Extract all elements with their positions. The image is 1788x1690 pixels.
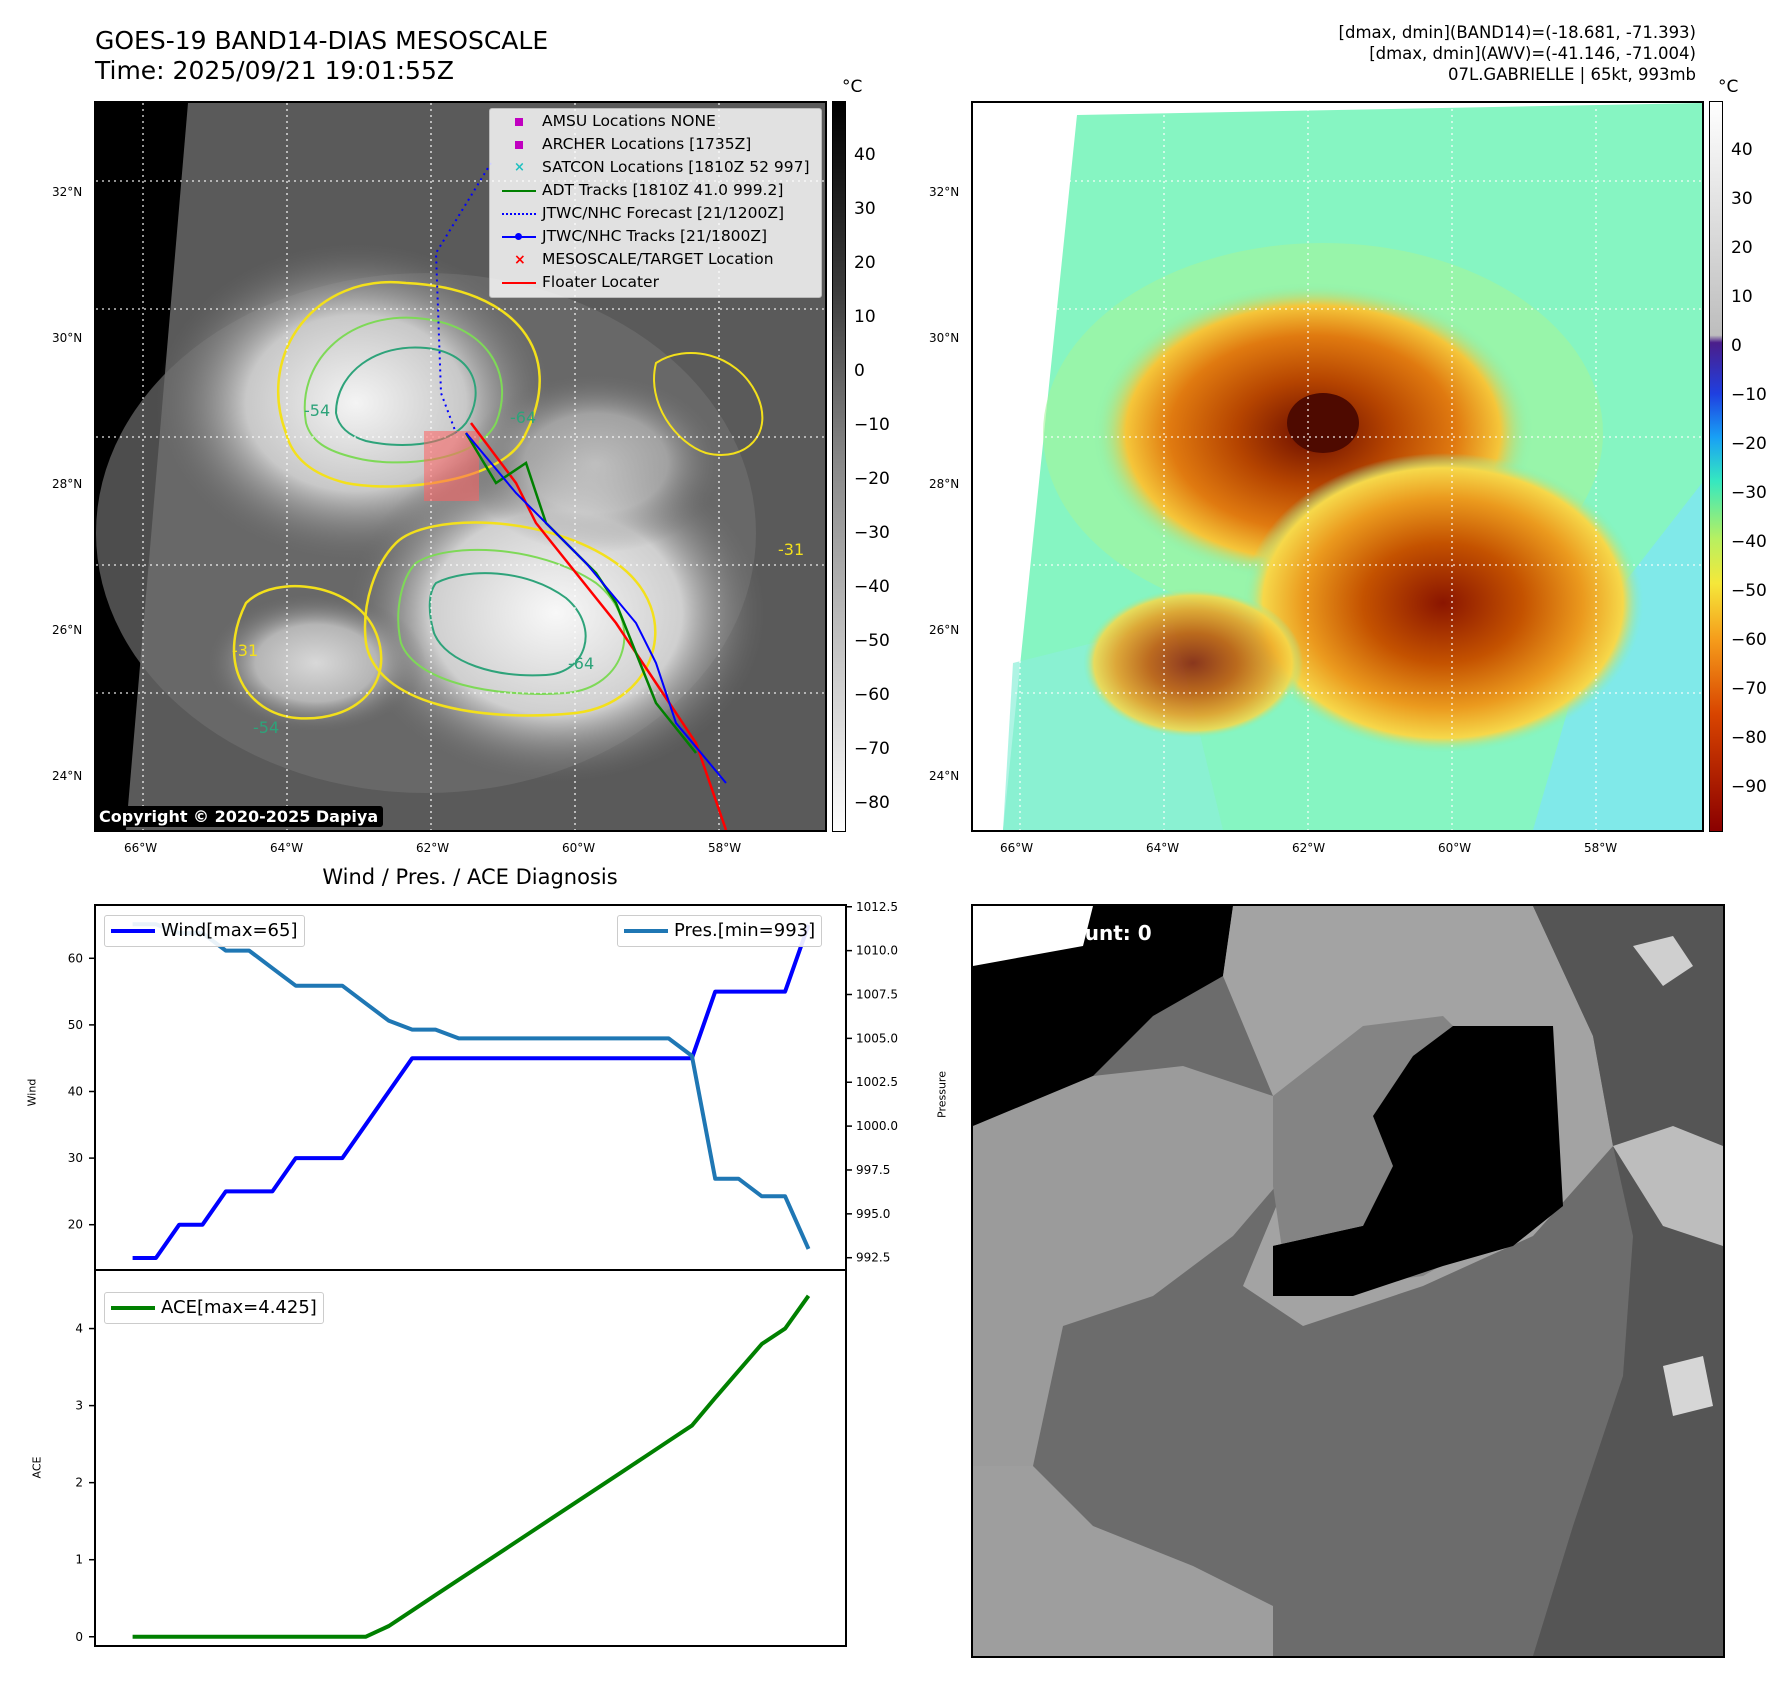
pressure-tick-label: 1012.5 <box>856 900 898 914</box>
ir-colorbar-ticks: 40 30 20 10 0 −10 −20 −30 −40 −50 −60 −7… <box>854 145 890 813</box>
storm-summary: 07L.GABRIELLE | 65kt, 993mb <box>1448 65 1696 84</box>
contour-label: -64 <box>510 408 537 427</box>
ace-plot-frame <box>94 1269 847 1647</box>
enhanced-colorbar <box>1709 101 1723 832</box>
lat-label: 24°N <box>52 769 83 783</box>
lat-label: 26°N <box>929 623 960 637</box>
lon-label: 64°W <box>270 841 304 855</box>
lon-label: 64°W <box>1146 841 1180 855</box>
lon-label: 62°W <box>1292 841 1326 855</box>
wind-series-line <box>132 924 811 1260</box>
wind-tick-label: 30 <box>68 1151 83 1165</box>
map-legend: AMSU Locations NONE ARCHER Locations [17… <box>489 108 822 298</box>
pressure-tick-label: 1007.5 <box>856 987 898 1001</box>
lat-label: 32°N <box>929 185 960 199</box>
ace-tick-label: 4 <box>75 1322 83 1336</box>
lon-label: 60°W <box>1438 841 1472 855</box>
ir-colorbar <box>832 101 846 832</box>
pressure-tick-label: 995.0 <box>856 1207 890 1221</box>
copyright-badge: Copyright © 2020-2025 Dapiya <box>94 806 384 827</box>
lon-label: 58°W <box>1584 841 1618 855</box>
ace-tick-label: 0 <box>75 1630 83 1644</box>
band14-range: [dmax, dmin](BAND14)=(-18.681, -71.393) <box>1338 23 1696 42</box>
enhanced-colorbar-unit: °C <box>1718 77 1739 97</box>
pressure-tick-label: 992.5 <box>856 1251 890 1265</box>
contour-label: -54 <box>304 401 331 420</box>
lat-label: 30°N <box>929 331 960 345</box>
pressure-tick-label: 997.5 <box>856 1163 890 1177</box>
ace-legend: ACE[max=4.425] <box>104 1292 324 1324</box>
pressure-tick-label: 1005.0 <box>856 1031 898 1045</box>
pressure-tick-label: 1010.0 <box>856 944 898 958</box>
lon-label: 62°W <box>416 841 450 855</box>
ace-tick-label: 2 <box>75 1476 83 1490</box>
enhanced-ir-map <box>971 101 1704 832</box>
ace-tick-label: 1 <box>75 1553 83 1567</box>
wind-legend: Wind[max=65] <box>104 915 305 947</box>
enhanced-map-graphic <box>973 103 1702 830</box>
lat-label: 30°N <box>52 331 83 345</box>
contour-label: -31 <box>232 641 259 660</box>
contour-label: -31 <box>778 540 805 559</box>
lon-label: 66°W <box>124 841 158 855</box>
figure-title: GOES-19 BAND14-DIAS MESOSCALE Time: 2025… <box>95 26 548 86</box>
pressure-axis-label: Pressure <box>935 1071 949 1118</box>
lat-label: 28°N <box>929 477 960 491</box>
wmg-count: WMG Count: 0 <box>991 921 1152 945</box>
pressure-legend: Pres.[min=993] <box>617 915 823 947</box>
diagnosis-title: Wind / Pres. / ACE Diagnosis <box>322 865 618 889</box>
wind-tick-label: 50 <box>68 1018 83 1032</box>
contour-label: -64 <box>568 654 595 673</box>
wmg-graphic <box>973 906 1723 1656</box>
legend-item-amsu: AMSU Locations NONE <box>500 110 716 132</box>
legend-item-floater: Floater Locater <box>500 271 659 293</box>
title-product: GOES-19 BAND14-DIAS MESOSCALE <box>95 26 549 55</box>
ace-tick-label: 3 <box>75 1399 83 1413</box>
wind-tick-label: 40 <box>68 1084 83 1098</box>
storm-info: [dmax, dmin](BAND14)=(-18.681, -71.393) … <box>1339 22 1696 85</box>
wind-tick-label: 20 <box>68 1218 83 1232</box>
wind-axis-label: Wind <box>25 1078 39 1107</box>
lat-label: 32°N <box>52 185 83 199</box>
pressure-series-line <box>132 922 811 1250</box>
legend-item-archer: ARCHER Locations [1735Z] <box>500 133 751 155</box>
wmg-panel <box>971 904 1725 1658</box>
lat-label: 24°N <box>929 769 960 783</box>
lon-label: 66°W <box>1000 841 1034 855</box>
wind-tick-label: 60 <box>68 951 83 965</box>
enhanced-colorbar-ticks: 40 30 20 10 0 −10 −20 −30 −40 −50 −60 −7… <box>1731 140 1767 797</box>
pressure-tick-label: 1000.0 <box>856 1119 898 1133</box>
legend-item-mesoscale: × MESOSCALE/TARGET Location <box>514 250 774 268</box>
lon-label: 58°W <box>708 841 742 855</box>
lat-label: 26°N <box>52 623 83 637</box>
lat-label: 28°N <box>52 477 83 491</box>
ir-colorbar-unit: °C <box>842 77 863 97</box>
ace-axis-label: ACE <box>30 1456 44 1479</box>
pressure-tick-label: 1002.5 <box>856 1075 898 1089</box>
awv-range: [dmax, dmin](AWV)=(-41.146, -71.004) <box>1369 44 1696 63</box>
legend-item-tracks: JTWC/NHC Tracks [21/1800Z] <box>500 225 767 247</box>
ace-series-line <box>132 1294 811 1639</box>
legend-item-satcon: × SATCON Locations [1810Z 52 997] <box>514 158 810 176</box>
title-time: Time: 2025/09/21 19:01:55Z <box>95 56 454 85</box>
legend-item-adt: ADT Tracks [1810Z 41.0 999.2] <box>500 179 783 201</box>
lon-label: 60°W <box>562 841 596 855</box>
contour-label: -54 <box>253 718 280 737</box>
legend-item-forecast: JTWC/NHC Forecast [21/1200Z] <box>500 202 784 224</box>
